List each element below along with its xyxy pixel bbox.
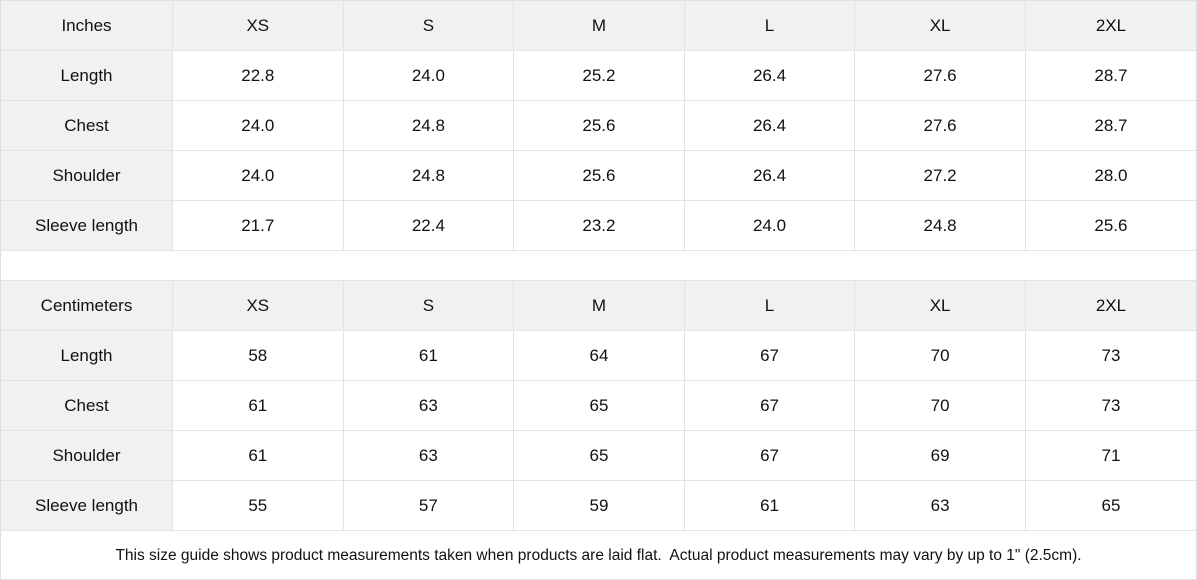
row-label: Sleeve length [1,480,173,530]
size-col-header: 2XL [1024,1,1196,51]
size-value: 73 [1024,380,1196,431]
table-gap [1,250,1196,281]
size-table-centimeters: Centimeters XS S M L XL 2XL Length 58 61 64 67 70 73 C… [1,281,1196,530]
size-col-header: XL [854,281,1026,331]
size-value: 24.0 [172,150,344,201]
size-value: 25.2 [513,50,685,101]
size-value: 65 [1024,480,1196,530]
table-row: Shoulder 61 63 65 67 69 71 [1,430,1196,481]
size-value: 64 [513,330,685,381]
size-tables-container: Inches XS S M L XL 2XL Length 22.8 24.0 25.2 26.4 27… [1,1,1196,530]
table-row: Length 58 61 64 67 70 73 [1,330,1196,381]
size-col-header: 2XL [1024,281,1196,331]
size-col-header: L [683,281,856,331]
size-value: 63 [342,380,515,431]
size-col-header: XL [854,1,1026,51]
size-value: 28.0 [1024,150,1196,201]
size-value: 63 [342,430,515,481]
size-guide-note: This size guide shows product measuremen… [1,530,1196,579]
size-value: 61 [683,480,856,530]
table-row: Sleeve length 21.7 22.4 23.2 24.0 24.8 25.6 [1,200,1196,250]
table-row: Chest 24.0 24.8 25.6 26.4 27.6 28.7 [1,100,1196,151]
row-label: Length [1,50,173,101]
size-value: 27.6 [854,50,1026,101]
size-value: 69 [854,430,1026,481]
row-label: Sleeve length [1,200,173,250]
size-col-header: M [513,281,685,331]
size-value: 28.7 [1024,100,1196,151]
size-col-header: S [342,1,515,51]
size-value: 70 [854,380,1026,431]
size-value: 28.7 [1024,50,1196,101]
size-value: 65 [513,430,685,481]
size-value: 21.7 [172,200,344,250]
size-value: 25.6 [1024,200,1196,250]
size-col-header: S [342,281,515,331]
size-value: 24.8 [342,100,515,151]
size-value: 26.4 [683,50,856,101]
size-table-inches: Inches XS S M L XL 2XL Length 22.8 24.0 25.2 26.4 27… [1,1,1196,250]
size-value: 61 [172,430,344,481]
size-value: 67 [683,380,856,431]
unit-header-centimeters: Centimeters [1,281,173,331]
size-col-header: XS [172,1,344,51]
table-row: Chest 61 63 65 67 70 73 [1,380,1196,431]
size-value: 67 [683,330,856,381]
size-value: 22.8 [172,50,344,101]
row-label: Length [1,330,173,381]
size-value: 65 [513,380,685,431]
header-row: Inches XS S M L XL 2XL [1,1,1196,51]
size-value: 24.0 [342,50,515,101]
size-value: 73 [1024,330,1196,381]
size-value: 61 [172,380,344,431]
size-col-header: M [513,1,685,51]
table-row: Sleeve length 55 57 59 61 63 65 [1,480,1196,530]
size-value: 26.4 [683,100,856,151]
size-value: 26.4 [683,150,856,201]
row-label: Chest [1,380,173,431]
size-value: 23.2 [513,200,685,250]
size-value: 67 [683,430,856,481]
size-value: 24.0 [172,100,344,151]
header-row: Centimeters XS S M L XL 2XL [1,281,1196,331]
unit-header-inches: Inches [1,1,173,51]
size-value: 55 [172,480,344,530]
size-value: 57 [342,480,515,530]
table-row: Shoulder 24.0 24.8 25.6 26.4 27.2 28.0 [1,150,1196,201]
size-value: 58 [172,330,344,381]
size-value: 24.8 [854,200,1026,250]
size-value: 71 [1024,430,1196,481]
size-value: 59 [513,480,685,530]
size-value: 63 [854,480,1026,530]
row-label: Chest [1,100,173,151]
row-label: Shoulder [1,430,173,481]
size-value: 70 [854,330,1026,381]
row-label: Shoulder [1,150,173,201]
size-col-header: L [683,1,856,51]
table-row: Length 22.8 24.0 25.2 26.4 27.6 28.7 [1,50,1196,101]
size-value: 24.8 [342,150,515,201]
size-value: 22.4 [342,200,515,250]
size-value: 25.6 [513,100,685,151]
size-col-header: XS [172,281,344,331]
size-value: 61 [342,330,515,381]
size-value: 27.6 [854,100,1026,151]
size-value: 25.6 [513,150,685,201]
size-value: 24.0 [683,200,856,250]
size-value: 27.2 [854,150,1026,201]
